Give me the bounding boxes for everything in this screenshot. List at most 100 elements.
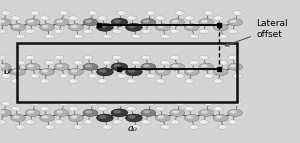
- Circle shape: [128, 80, 132, 82]
- Circle shape: [215, 115, 222, 119]
- Circle shape: [128, 107, 132, 109]
- Circle shape: [99, 25, 106, 28]
- Circle shape: [147, 102, 152, 104]
- Circle shape: [27, 64, 34, 67]
- Circle shape: [13, 115, 20, 119]
- Circle shape: [191, 126, 195, 128]
- Circle shape: [205, 102, 209, 104]
- Circle shape: [1, 11, 11, 15]
- Circle shape: [176, 75, 181, 77]
- Circle shape: [99, 107, 104, 109]
- Circle shape: [26, 55, 35, 60]
- Circle shape: [12, 80, 17, 82]
- Circle shape: [0, 19, 11, 26]
- Circle shape: [189, 125, 199, 129]
- Circle shape: [0, 63, 11, 70]
- Circle shape: [32, 102, 36, 104]
- Circle shape: [59, 74, 69, 78]
- Circle shape: [83, 29, 93, 34]
- Circle shape: [230, 56, 234, 58]
- Circle shape: [68, 114, 83, 122]
- Circle shape: [97, 114, 113, 122]
- Circle shape: [199, 19, 214, 26]
- Circle shape: [54, 63, 69, 70]
- Circle shape: [0, 29, 6, 34]
- Circle shape: [133, 61, 137, 63]
- Circle shape: [0, 120, 2, 123]
- Circle shape: [30, 11, 40, 15]
- Circle shape: [172, 20, 179, 23]
- Circle shape: [199, 29, 208, 34]
- Circle shape: [69, 107, 78, 111]
- Circle shape: [42, 69, 49, 73]
- Circle shape: [85, 56, 89, 58]
- Circle shape: [40, 24, 55, 31]
- Circle shape: [184, 107, 194, 111]
- Circle shape: [85, 120, 89, 123]
- Circle shape: [141, 29, 151, 34]
- Circle shape: [41, 80, 46, 82]
- Circle shape: [213, 68, 228, 76]
- Circle shape: [75, 35, 79, 37]
- Circle shape: [142, 30, 147, 32]
- Circle shape: [27, 56, 31, 58]
- Circle shape: [97, 68, 113, 76]
- Circle shape: [13, 25, 20, 28]
- Circle shape: [1, 74, 11, 78]
- Circle shape: [99, 17, 104, 19]
- Circle shape: [54, 109, 69, 116]
- Circle shape: [61, 11, 65, 13]
- Circle shape: [99, 80, 104, 82]
- Circle shape: [83, 120, 93, 124]
- Circle shape: [220, 126, 224, 128]
- Circle shape: [16, 125, 25, 129]
- Circle shape: [56, 56, 60, 58]
- Circle shape: [215, 69, 222, 73]
- Circle shape: [146, 101, 155, 106]
- Circle shape: [160, 60, 170, 65]
- Circle shape: [40, 114, 55, 122]
- Circle shape: [162, 61, 166, 63]
- Circle shape: [170, 29, 180, 34]
- Circle shape: [17, 61, 22, 63]
- Circle shape: [220, 61, 224, 63]
- Circle shape: [32, 75, 36, 77]
- Bar: [17, 43, 237, 102]
- Circle shape: [213, 114, 228, 122]
- Circle shape: [89, 102, 94, 104]
- Circle shape: [170, 55, 180, 60]
- Circle shape: [218, 60, 228, 65]
- Circle shape: [26, 120, 35, 124]
- Circle shape: [26, 29, 35, 34]
- Circle shape: [133, 126, 137, 128]
- Circle shape: [98, 107, 107, 111]
- Circle shape: [25, 19, 40, 26]
- Circle shape: [220, 35, 224, 37]
- Circle shape: [68, 68, 83, 76]
- Circle shape: [213, 24, 228, 31]
- Text: Lateral
offset: Lateral offset: [225, 19, 288, 46]
- Circle shape: [103, 34, 112, 39]
- Circle shape: [11, 79, 20, 83]
- Circle shape: [25, 63, 40, 70]
- Circle shape: [56, 20, 63, 23]
- Circle shape: [27, 30, 31, 32]
- Circle shape: [234, 102, 238, 104]
- Circle shape: [118, 11, 123, 13]
- Circle shape: [59, 101, 69, 106]
- Circle shape: [133, 35, 137, 37]
- Circle shape: [141, 63, 156, 70]
- Circle shape: [131, 60, 141, 65]
- Circle shape: [88, 101, 98, 106]
- Circle shape: [127, 79, 136, 83]
- Circle shape: [201, 20, 208, 23]
- Circle shape: [141, 120, 151, 124]
- Circle shape: [175, 74, 184, 78]
- Circle shape: [230, 30, 234, 32]
- Circle shape: [204, 74, 213, 78]
- Circle shape: [54, 29, 64, 34]
- Circle shape: [56, 120, 60, 123]
- Circle shape: [83, 19, 98, 26]
- Circle shape: [42, 115, 49, 119]
- Circle shape: [127, 16, 136, 20]
